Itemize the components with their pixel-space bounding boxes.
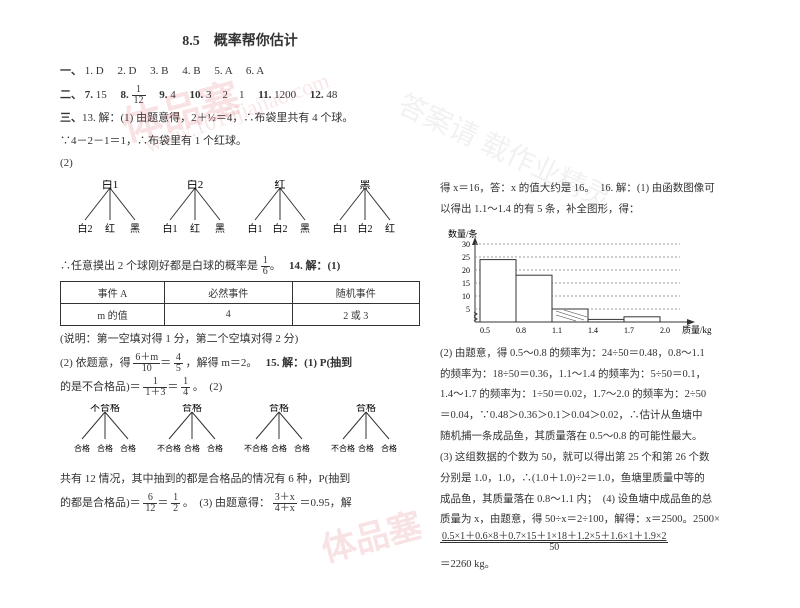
r13: ＝2260 kg。 <box>440 556 780 574</box>
svg-text:白2: 白2 <box>187 180 204 191</box>
svg-text:质量/kg: 质量/kg <box>682 324 712 335</box>
prob-line: ∴任意摸出 2 个球刚好都是白球的概率是 16。 14. 解：(1) <box>60 256 420 277</box>
svg-text:不合格: 不合格 <box>244 443 268 453</box>
svg-text:不合格: 不合格 <box>90 404 120 414</box>
svg-text:1.1: 1.1 <box>552 326 562 335</box>
svg-text:合格: 合格 <box>381 443 397 453</box>
r2: 以得出 1.1～1.4 的有 5 条，补全图形，得： <box>440 201 780 219</box>
svg-text:白2: 白2 <box>78 222 93 235</box>
q15d: 共有 12 情况，其中抽到的都是合格品的情况有 6 种，P(抽到 <box>60 470 420 490</box>
tree-diagram-1: 白1 白2 红 黑 白2 红 黑 白1 红 黑 白1 白2 黑 白1 白2 红 <box>60 180 400 250</box>
svg-text:合格: 合格 <box>120 443 136 453</box>
r10: 成品鱼，其质量落在 0.8～1.1 内； (4) 设鱼塘中成品鱼的总 <box>440 491 780 509</box>
svg-text:合格: 合格 <box>356 404 376 414</box>
q13-line1: 三、13. 解：(1) 由题意得，2＋½＝4，∴布袋里共有 4 个球。 <box>60 109 420 129</box>
svg-text:合格: 合格 <box>184 443 200 453</box>
event-table: 事件 A必然事件随机事件 m 的值42 或 3 <box>60 281 420 326</box>
svg-text:合格: 合格 <box>182 404 202 414</box>
svg-text:30: 30 <box>462 240 470 249</box>
svg-text:2.0: 2.0 <box>660 326 670 335</box>
svg-text:合格: 合格 <box>294 443 310 453</box>
svg-text:白2: 白2 <box>273 222 288 235</box>
answers-row-1: 一、 1. D 2. D 3. B 4. B 5. A 6. A <box>60 62 420 82</box>
table-note: (说明：第一空填对得 1 分，第二个空填对得 2 分) <box>60 330 420 350</box>
r5: 1.4～1.7 的频率为：1÷50＝0.02，1.7～2.0 的频率为：2÷50 <box>440 386 780 404</box>
tree-diagram-2: 不合格 合格 合格 合格 合格 合格 合格 不合格 合格 合格 不合格 合格 合… <box>60 404 410 464</box>
r4: 的频率为：18÷50＝0.36，1.1～1.4 的频率为：5÷50＝0.1， <box>440 366 780 384</box>
svg-text:25: 25 <box>462 253 470 262</box>
svg-text:白1: 白1 <box>163 222 178 235</box>
svg-text:红: 红 <box>105 222 115 235</box>
svg-text:15: 15 <box>462 279 470 288</box>
q13-line3: (2) <box>60 154 420 174</box>
svg-text:红: 红 <box>190 222 200 235</box>
answers-row-2: 二、 7. 15 8. 112 9. 4 10. 3 2 1 11. 1200 … <box>60 85 420 106</box>
histogram-chart: 数量/条 5 10 15 20 25 30 0.5 0.8 1.1 1.4 1.… <box>440 227 720 337</box>
r6: ＝0.04，∵0.48＞0.36＞0.1＞0.04＞0.02，∴估计从鱼塘中 <box>440 407 780 425</box>
svg-text:合格: 合格 <box>271 443 287 453</box>
q15-line: 的是不合格品)＝ 11＋3＝ 14 。 (2) <box>60 377 420 398</box>
svg-text:白2: 白2 <box>358 222 373 235</box>
r9: 分别是 1.0，1.0，∴(1.0＋1.0)÷2＝1.0，鱼塘里质量中等的 <box>440 470 780 488</box>
svg-text:黑: 黑 <box>215 223 225 235</box>
r8: (3) 这组数据的个数为 50，就可以得出第 25 个和第 26 个数 <box>440 449 780 467</box>
right-column: 得 x＝16，答：x 的值大约是 16。 16. 解：(1) 由函数图像可 以得… <box>440 30 780 577</box>
r3: (2) 由题意，得 0.5～0.8 的频率为：24÷50＝0.48，0.8～1.… <box>440 345 780 363</box>
svg-text:20: 20 <box>462 266 470 275</box>
left-column: 8.5 概率帮你估计 一、 1. D 2. D 3. B 4. B 5. A 6… <box>60 30 420 577</box>
svg-text:0.5: 0.5 <box>480 326 490 335</box>
svg-text:黑: 黑 <box>300 223 310 235</box>
q15e: 的都是合格品)＝ 612＝ 12 。 (3) 由题意得： 3＋x4＋x ＝0.9… <box>60 493 420 514</box>
svg-text:红: 红 <box>275 180 286 191</box>
r1: 得 x＝16，答：x 的值大约是 16。 16. 解：(1) 由函数图像可 <box>440 180 780 198</box>
svg-text:不合格: 不合格 <box>157 443 181 453</box>
svg-text:白1: 白1 <box>248 222 263 235</box>
svg-text:合格: 合格 <box>269 404 289 414</box>
svg-text:0.8: 0.8 <box>516 326 526 335</box>
svg-text:合格: 合格 <box>97 443 113 453</box>
svg-text:合格: 合格 <box>358 443 374 453</box>
r7: 随机捕一条成品鱼，其质量落在 0.5～0.8 的可能性最大。 <box>440 428 780 446</box>
svg-text:红: 红 <box>385 222 395 235</box>
svg-text:5: 5 <box>466 305 470 314</box>
svg-text:数量/条: 数量/条 <box>448 228 478 239</box>
svg-text:合格: 合格 <box>74 443 90 453</box>
svg-text:合格: 合格 <box>207 443 223 453</box>
svg-text:10: 10 <box>462 292 470 301</box>
q14-2: (2) 依题意，得 6＋m10＝ 45 ，解得 m＝2。 15. 解：(1) P… <box>60 353 420 374</box>
svg-text:白1: 白1 <box>333 222 348 235</box>
svg-text:1.4: 1.4 <box>588 326 598 335</box>
svg-text:白1: 白1 <box>102 180 119 191</box>
r11: 质量为 x，由题意，得 50÷x＝2÷100，解得：x＝2500。2500× <box>440 511 780 529</box>
svg-text:不合格: 不合格 <box>331 443 355 453</box>
svg-text:黑: 黑 <box>360 180 371 191</box>
q13-line2: ∵4－2－1＝1，∴布袋里有 1 个红球。 <box>60 132 420 152</box>
r12: 0.5×1＋0.6×8＋0.7×15＋1×18＋1.2×5＋1.6×1＋1.9×… <box>440 532 780 553</box>
svg-text:黑: 黑 <box>130 223 140 235</box>
svg-text:1.7: 1.7 <box>624 326 634 335</box>
section-title: 8.5 概率帮你估计 <box>60 30 420 50</box>
